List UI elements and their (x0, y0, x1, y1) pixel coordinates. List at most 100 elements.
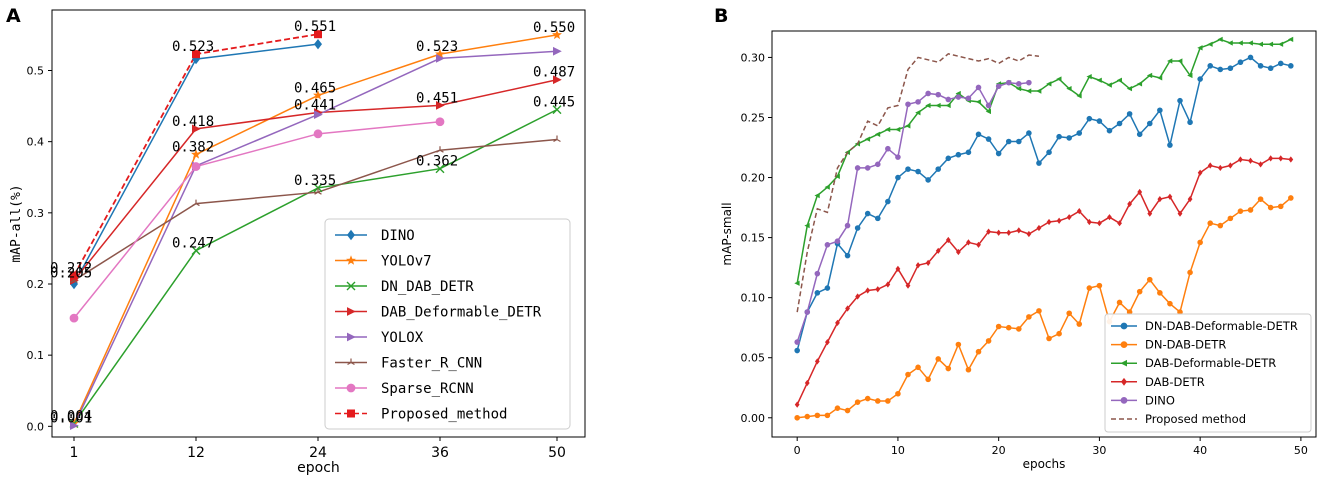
series-line (796, 56, 1291, 351)
data-point (553, 75, 562, 85)
data-point (1015, 86, 1022, 92)
data-point (1217, 66, 1224, 73)
data-point (1026, 88, 1032, 94)
data-point (1116, 299, 1123, 306)
data-point (1248, 157, 1253, 164)
data-point (895, 390, 901, 397)
data-point (1096, 77, 1102, 83)
data-point (1126, 86, 1133, 92)
data-point (1207, 162, 1213, 169)
data-point (1156, 75, 1163, 81)
data-point (986, 228, 991, 235)
data-point (1227, 162, 1233, 169)
series-line (796, 38, 1292, 284)
data-point (925, 90, 931, 97)
data-point (553, 135, 561, 143)
data-point (1257, 196, 1264, 202)
data-point (985, 108, 991, 115)
data-point (825, 338, 830, 346)
y-tick-label: 0.10 (741, 292, 766, 305)
data-point (1197, 169, 1203, 176)
data-point (1217, 222, 1224, 229)
data-point (1016, 326, 1022, 332)
data-point (824, 242, 831, 248)
data-point (844, 222, 851, 229)
data-point (1066, 214, 1072, 221)
data-point (1036, 160, 1042, 166)
y-tick-label: 0.5 (27, 64, 45, 77)
legend-label: Proposed_method (381, 407, 507, 423)
data-point (966, 239, 971, 246)
legend-label: DN_DAB_DETR (381, 279, 474, 295)
data-point (313, 90, 323, 100)
data-point (1237, 208, 1244, 214)
data-point (314, 110, 323, 120)
data-point (1287, 36, 1294, 43)
data-point (1257, 63, 1264, 69)
data-point (1177, 58, 1183, 64)
data-point (925, 177, 931, 183)
data-point (794, 280, 800, 286)
data-point (935, 356, 942, 362)
data-point (884, 126, 891, 133)
data-point (945, 236, 951, 244)
data-point (965, 366, 972, 373)
data-point (70, 271, 78, 280)
data-point (1227, 40, 1233, 46)
data-point (995, 323, 1002, 330)
x-tick-label: 1 (70, 445, 79, 461)
data-point (1107, 214, 1112, 221)
data-point (965, 95, 972, 102)
data-point (975, 84, 982, 91)
data-point (1096, 282, 1103, 289)
y-tick-label: 0.1 (27, 349, 45, 362)
data-point (935, 166, 942, 172)
data-point (1157, 196, 1163, 203)
data-point (955, 341, 962, 348)
data-point (1167, 193, 1173, 200)
data-point (192, 124, 201, 134)
data-point (834, 173, 840, 179)
data-point (915, 110, 921, 116)
data-point (925, 102, 931, 109)
data-label: 0.487 (533, 65, 575, 81)
data-point (945, 102, 951, 109)
data-point (844, 252, 851, 259)
y-tick-label: 0.30 (741, 51, 766, 64)
legend-label: YOLOv7 (381, 254, 432, 270)
data-point (1136, 288, 1143, 295)
data-label: 0.382 (172, 139, 214, 155)
data-label: 0.445 (533, 95, 575, 111)
data-point (814, 412, 821, 419)
y-tick-label: 0.00 (741, 412, 766, 425)
data-point (814, 270, 821, 277)
legend-label: DAB_Deformable_DETR (381, 305, 542, 321)
legend-label: Sparse_RCNN (381, 381, 474, 397)
data-point (1197, 45, 1203, 51)
data-point (1157, 107, 1163, 114)
data-point (865, 287, 871, 294)
data-point (1227, 65, 1234, 72)
data-point (804, 379, 810, 387)
data-point (1026, 79, 1032, 86)
legend-label: DINO (1145, 393, 1175, 407)
data-label: 0.212 (50, 260, 92, 276)
data-point (1086, 218, 1092, 226)
data-point (1005, 324, 1012, 331)
panel-b: B 0.00 0.05 0.10 0.15 0.20 0.25 0.30 0 10 20 30 40 50… (714, 5, 1317, 471)
data-point (1217, 164, 1223, 172)
data-point (1137, 188, 1143, 196)
x-tick-label: 30 (1092, 444, 1106, 457)
legend-marker (1120, 341, 1128, 349)
y-tick-label: 0.20 (741, 172, 766, 185)
data-point (1096, 118, 1103, 124)
data-point (1146, 276, 1153, 283)
data-point (814, 290, 821, 296)
data-point (804, 222, 810, 229)
data-point (1056, 76, 1062, 82)
data-point (1026, 130, 1032, 136)
data-point (1237, 59, 1244, 66)
legend-label: DAB-Deformable-DETR (1145, 356, 1276, 370)
data-point (824, 412, 831, 419)
y-axis-label: mAP-small (720, 202, 734, 265)
